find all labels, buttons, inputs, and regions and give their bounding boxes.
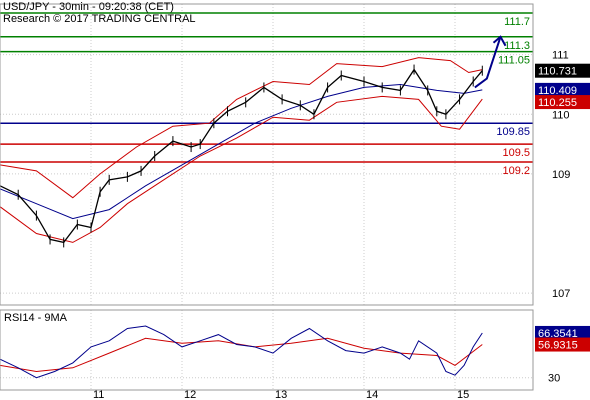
forecast-arrow-head <box>492 35 507 47</box>
band-lower-line <box>0 95 483 243</box>
x-tick-11: 11 <box>93 389 104 400</box>
rsi-value-1-box <box>535 337 590 352</box>
level-label-111.7: 111.7 <box>504 16 530 28</box>
rsi-ma-line <box>0 337 483 373</box>
level-label-111.3: 111.3 <box>504 40 530 52</box>
rsi-panel-frame <box>0 309 534 391</box>
level-label-111.05: 111.05 <box>498 55 530 67</box>
y-tick-109: 109 <box>552 169 570 181</box>
rsi-y-tick-30: 30 <box>548 373 560 385</box>
rsi-value-1-text: 56.9315 <box>538 340 578 352</box>
chart-copyright: Research © 2017 TRADING CENTRAL <box>3 13 196 25</box>
x-tick-12: 12 <box>184 389 196 400</box>
price-series <box>0 35 507 248</box>
y-tick-111: 111 <box>552 50 569 62</box>
price-panel-frame <box>0 3 534 306</box>
price-grid <box>0 4 533 305</box>
price-value-1-text: 110.409 <box>538 85 577 97</box>
price-value-2-box <box>535 95 590 110</box>
price-value-0-text: 110.731 <box>538 66 577 78</box>
rsi-grid <box>0 310 533 390</box>
band-upper-line <box>0 57 483 199</box>
forecast-arrow <box>474 36 502 89</box>
x-tick-15: 15 <box>457 389 469 400</box>
rsi-title: RSI14 - 9MA <box>4 312 67 324</box>
rsi-value-0-box <box>535 325 590 340</box>
level-label-109.5: 109.5 <box>502 147 530 159</box>
price-levels: 111.7 111.3 111.05 109.85 109.5 109.2 <box>0 12 533 177</box>
y-tick-107: 107 <box>552 288 570 300</box>
x-tick-14: 14 <box>366 389 378 400</box>
ma-line <box>0 83 483 220</box>
chart-title: USD/JPY - 30min - 09:20:38 (CET) <box>3 1 174 13</box>
price-value-0-box <box>535 63 590 78</box>
rsi-series <box>0 325 483 379</box>
axes: 11 12 13 14 15 111 110 109 107 30 <box>0 3 570 400</box>
y-tick-110: 110 <box>552 109 570 121</box>
level-label-109.2: 109.2 <box>502 165 530 177</box>
rsi-value-0-text: 66.3541 <box>538 328 578 340</box>
price-value-1-box <box>535 82 590 97</box>
level-label-109.85: 109.85 <box>496 126 530 138</box>
rsi-line <box>0 325 483 379</box>
price-line <box>0 68 483 244</box>
x-tick-13: 13 <box>275 389 287 400</box>
price-value-2-text: 110.255 <box>538 97 577 109</box>
